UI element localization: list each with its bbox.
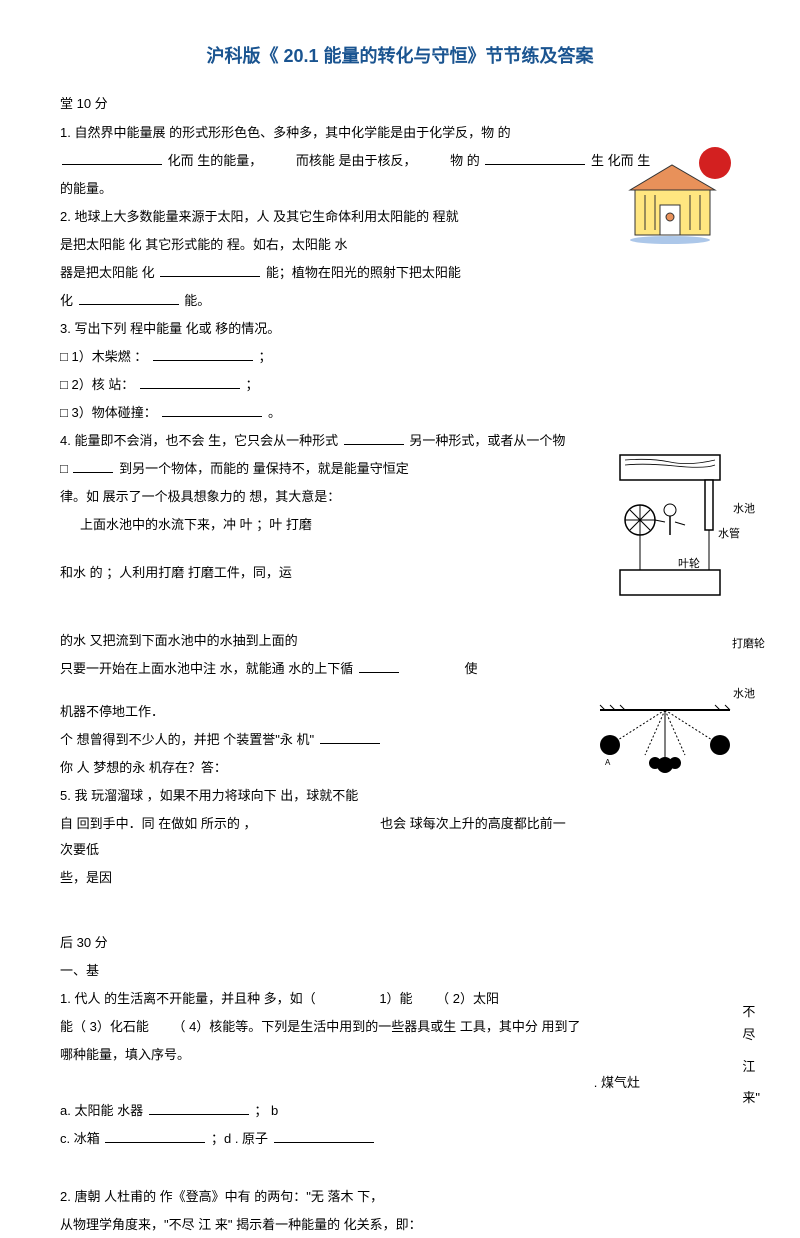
blank-field[interactable]: [162, 403, 262, 417]
blank-field[interactable]: [320, 730, 380, 744]
blank-field[interactable]: [149, 1101, 249, 1115]
svg-text:A C B: A C B: [605, 758, 611, 767]
s2q1-line2: 能（ 3）化石能 （ 4）核能等。下列是生活中用到的一些器具或生 工具，其中分 …: [60, 1014, 740, 1040]
pool-label: 水池: [733, 500, 755, 520]
s2q1-line3: 哪种能量，填入序号。: [60, 1042, 740, 1068]
s2q1f: . 煤气灶: [60, 1070, 740, 1096]
q4-line8: 机器不停地工作．: [60, 699, 570, 725]
q4-line2: □ 到另一个物体，而能的 量保持不，就是能量守恒定: [60, 456, 570, 482]
q4-line6: 的水 又把流到下面水池中的水抽到上面的: [60, 628, 570, 654]
q2-line4: 化 能。: [60, 288, 570, 314]
s2q2-line1: 2. 唐朝 人杜甫的 作《登高》中有 的两句："无 落木 下，: [60, 1184, 740, 1210]
items-ab: a. 太阳能 水器 ； b: [60, 1098, 740, 1124]
q3a: □ 1）木柴燃 ： ；: [60, 344, 570, 370]
blank-field[interactable]: [153, 347, 253, 361]
blank-field[interactable]: [140, 375, 240, 389]
section2-sub: 一、基: [60, 958, 740, 984]
q2-line1: 2. 地球上大多数能量来源于太阳，人 及其它生命体利用太阳能的 程就: [60, 204, 570, 230]
blank-field[interactable]: [73, 459, 113, 473]
s2q1-line1: 1. 代人 的生活离不开能量，并且种 多，如（ 1）能 （ 2）太阳: [60, 986, 740, 1012]
q4-line10: 你 人 梦想的永 机存在？答：: [60, 755, 570, 781]
section2-header: 后 30 分: [60, 931, 740, 954]
q4-line3: 律。如 展示了一个极具想象力的 想，其大意是：: [60, 484, 570, 510]
q5-line2: 自 回到手中．同 在做如 所示的 ， 也会 球每次上升的高度都比前一次要低: [60, 811, 570, 863]
q4-line4: 上面水池中的水流下来，冲 叶 ；叶 打磨: [60, 512, 570, 538]
q5-line1: 5. 我 玩溜溜球 ，如果不用力将球向下 出，球就不能: [60, 783, 570, 809]
blank-field[interactable]: [160, 263, 260, 277]
q4-line1: 4. 能量即不会消，也不会 生，它只会从一种形式 另一种形式，或者从一个物: [60, 428, 570, 454]
wheel-label: 叶轮: [678, 555, 700, 575]
page-title: 沪科版《 20.1 能量的转化与守恒》节节练及答案: [60, 40, 740, 72]
q4-line9: 个 想曾得到不少人的，并把 个装置誉"永 机": [60, 727, 570, 753]
q4-line5: 和水 的 ；人利用打磨 打磨工件，同，运: [60, 560, 570, 586]
q1-line1: 1. 自然界中能量展 的形式形形色色、多种多，其中化学能是由于化学反，物 的: [60, 120, 740, 146]
pendulum-illustration: A C B: [590, 700, 740, 780]
blank-field[interactable]: [79, 291, 179, 305]
side-text: 不 尽 江 来": [742, 1000, 760, 1110]
grind-label: 打磨轮: [732, 635, 765, 655]
house-illustration: [620, 145, 740, 245]
blank-field[interactable]: [274, 1129, 374, 1143]
blank-field[interactable]: [359, 659, 399, 673]
pipe-label: 水管: [718, 525, 740, 545]
section1-header: 堂 10 分: [60, 92, 740, 115]
blank-field[interactable]: [105, 1129, 205, 1143]
q2-line2: 是把太阳能 化 其它形式能的 程。如右，太阳能 水: [60, 232, 570, 258]
q3c: □ 3）物体碰撞： 。: [60, 400, 570, 426]
s2q2-line2: 从物理学角度来，"不尽 江 来" 揭示着一种能量的 化关系，即：: [60, 1212, 740, 1238]
blank-field[interactable]: [485, 151, 585, 165]
q2-line3: 器是把太阳能 化 能；植物在阳光的照射下把太阳能: [60, 260, 570, 286]
q5-line3: 些，是因: [60, 865, 570, 891]
q3b: □ 2）核 站： ；: [60, 372, 570, 398]
blank-field[interactable]: [62, 151, 162, 165]
q3-header: 3. 写出下列 程中能量 化或 移的情况。: [60, 316, 570, 342]
q4-line7: 只要一开始在上面水池中注 水，就能通 水的上下循 使: [60, 656, 570, 682]
items-cd: c. 冰箱 ；d . 原子: [60, 1126, 740, 1152]
blank-field[interactable]: [344, 431, 404, 445]
